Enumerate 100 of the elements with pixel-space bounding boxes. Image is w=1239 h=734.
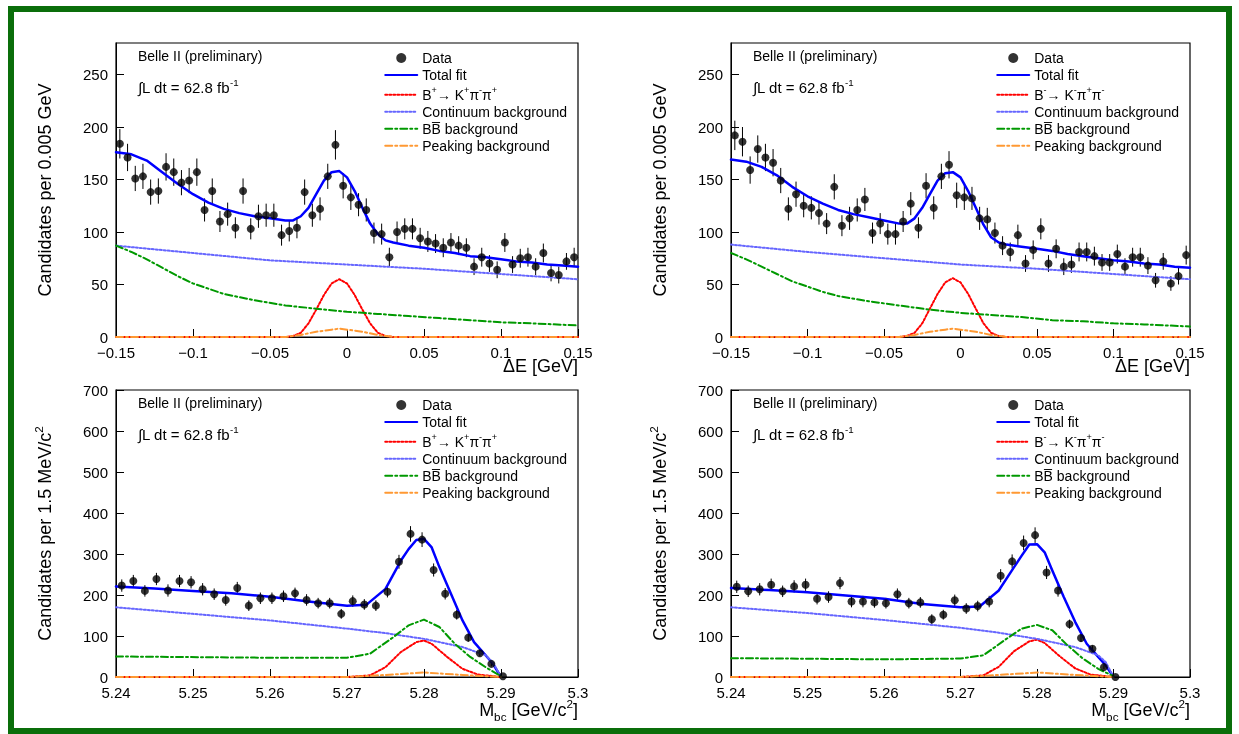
- point: [776, 176, 785, 185]
- y-axis-title: Candidates per 1.5 MeV/c2: [32, 426, 56, 641]
- legend-label: Data: [1034, 397, 1065, 413]
- y-tick-label: 500: [697, 463, 723, 481]
- point: [383, 587, 392, 596]
- point: [929, 203, 938, 212]
- y-tick-label: 600: [82, 422, 108, 440]
- point: [1099, 663, 1108, 672]
- point: [279, 592, 288, 601]
- y-axis-title: Candidates per 0.005 GeV: [35, 83, 56, 297]
- point: [1075, 247, 1084, 256]
- annotation: Belle II (preliminary): [753, 395, 878, 411]
- point: [1120, 262, 1129, 271]
- point: [223, 210, 232, 219]
- point: [990, 229, 999, 238]
- line-series: [115, 244, 579, 281]
- point: [807, 203, 816, 212]
- point: [922, 181, 931, 190]
- point: [452, 610, 461, 619]
- legend-label: Data: [1034, 50, 1065, 66]
- y-tick-label: 150: [697, 171, 723, 188]
- annotation: Belle II (preliminary): [753, 48, 878, 64]
- point: [1059, 262, 1068, 271]
- x-tick-label: 5.3: [567, 684, 589, 701]
- point: [175, 577, 184, 586]
- point: [117, 581, 126, 590]
- y-tick-label: 300: [697, 545, 723, 563]
- y-tick-label: 0: [99, 328, 108, 346]
- legend-label: Continuum background: [1034, 450, 1180, 467]
- x-tick-label: −0.15: [712, 344, 750, 361]
- legend-label: Peaking background: [1034, 484, 1162, 501]
- point: [1067, 260, 1076, 269]
- point: [1054, 586, 1063, 595]
- point: [316, 204, 325, 213]
- y-tick-label: 50: [91, 276, 108, 293]
- point: [769, 158, 778, 167]
- point: [813, 594, 822, 603]
- point: [354, 200, 363, 209]
- x-tick-label: −0.1: [178, 344, 208, 361]
- x-tick-label: 0.1: [490, 344, 512, 361]
- point: [801, 580, 810, 589]
- point: [539, 249, 548, 257]
- line-series: [730, 243, 1191, 281]
- point: [163, 586, 172, 595]
- y-tick-label: 200: [82, 586, 108, 604]
- point: [967, 194, 976, 203]
- y-tick-label: 200: [82, 118, 108, 136]
- legend-label: Total fit: [422, 67, 467, 83]
- point: [1128, 253, 1137, 262]
- point: [462, 243, 471, 252]
- point: [876, 219, 885, 228]
- y-tick-label: 250: [82, 66, 108, 83]
- point: [870, 598, 879, 607]
- x-tick-label: 0.05: [1022, 344, 1052, 361]
- legend-label: Total fit: [422, 414, 467, 430]
- point: [1143, 261, 1152, 270]
- y-tick-label: 700: [697, 381, 723, 399]
- x-tick-label: 5.24: [101, 684, 131, 701]
- y-tick-label: 400: [697, 504, 723, 522]
- legend-label: Data: [422, 50, 453, 66]
- legend-label: Peaking background: [422, 484, 550, 501]
- point: [778, 587, 787, 596]
- point: [152, 575, 161, 584]
- point: [1090, 252, 1099, 261]
- x-tick-label: 5.3: [1179, 684, 1201, 701]
- point: [215, 217, 224, 226]
- x-tick-label: 0: [956, 344, 965, 361]
- point: [198, 585, 207, 594]
- point: [547, 268, 556, 277]
- point: [845, 214, 854, 223]
- point: [454, 241, 463, 250]
- y-tick-label: 300: [82, 545, 108, 563]
- x-tick-label: −0.05: [251, 344, 289, 361]
- y-tick-label: 400: [82, 504, 108, 522]
- point: [906, 199, 915, 208]
- point: [146, 188, 155, 197]
- point: [292, 223, 301, 232]
- legend-label: Continuum background: [422, 103, 568, 120]
- point: [730, 131, 739, 140]
- legend-label: B+→ K+π-π+: [422, 84, 498, 103]
- point: [464, 633, 473, 642]
- line-series: [115, 244, 579, 327]
- y-tick-label: 250: [697, 66, 723, 83]
- point: [331, 140, 340, 149]
- point: [837, 221, 846, 230]
- y-tick-label: 200: [697, 586, 723, 604]
- y-tick-label: 150: [82, 171, 108, 188]
- x-tick-label: 5.28: [409, 684, 439, 701]
- x-tick-label: 5.25: [792, 684, 823, 701]
- point: [200, 205, 209, 214]
- point: [1021, 259, 1030, 268]
- point: [493, 265, 502, 274]
- point: [267, 594, 276, 603]
- point: [975, 214, 984, 223]
- point: [185, 176, 194, 185]
- legend-label: Peaking background: [422, 137, 550, 154]
- point: [429, 565, 438, 574]
- point: [792, 190, 801, 199]
- point: [314, 599, 323, 608]
- point: [755, 585, 764, 594]
